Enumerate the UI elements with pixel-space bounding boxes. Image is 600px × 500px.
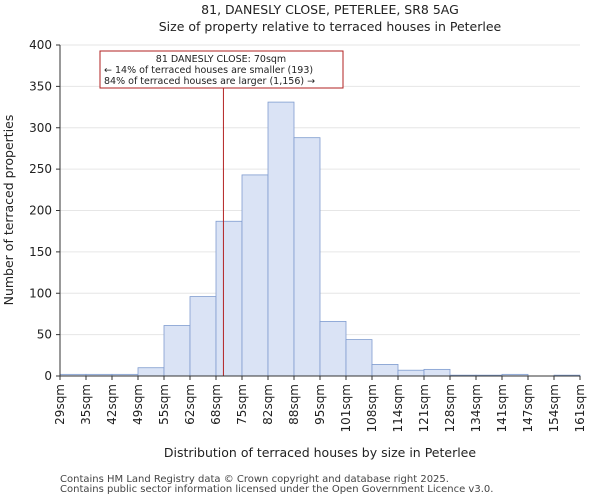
annotation-line-2: ← 14% of terraced houses are smaller (19… <box>104 65 313 76</box>
bar <box>319 320 347 377</box>
y-tick-label: 200 <box>29 204 52 218</box>
x-tick-label: 35sqm <box>79 384 93 425</box>
annotation-box <box>99 50 344 89</box>
x-tick-label: 75sqm <box>235 384 249 425</box>
bar <box>267 101 295 377</box>
x-tick-label: 101sqm <box>339 384 353 432</box>
y-tick-label: 50 <box>37 328 52 342</box>
x-axis-label: Distribution of terraced houses by size … <box>164 445 476 460</box>
bar <box>189 296 217 377</box>
bar <box>241 174 269 377</box>
bar <box>371 364 399 377</box>
y-tick-label: 250 <box>29 162 52 176</box>
bar <box>137 367 165 377</box>
x-axis-ticks: 29sqm 35sqm 42sqm 49sqm 55sqm 62sqm 68sqm 75sqm… <box>53 376 587 432</box>
x-tick-label: 88sqm <box>287 384 301 425</box>
y-tick-label: 100 <box>29 286 52 300</box>
x-tick-label: 114sqm <box>391 384 405 432</box>
x-tick-label: 108sqm <box>365 384 379 432</box>
y-axis-ticks: 0 50 100 150 200 250 300 350 400 <box>29 38 60 383</box>
y-tick-label: 300 <box>29 121 52 135</box>
x-tick-label: 128sqm <box>443 384 457 432</box>
bar <box>215 220 243 377</box>
x-tick-label: 62sqm <box>183 384 197 425</box>
bar <box>293 137 321 377</box>
x-tick-label: 154sqm <box>547 384 561 432</box>
x-tick-label: 161sqm <box>573 384 587 432</box>
x-tick-label: 134sqm <box>469 384 483 432</box>
x-tick-label: 121sqm <box>417 384 431 432</box>
bar <box>345 339 373 377</box>
x-tick-label: 29sqm <box>53 384 67 425</box>
bars-group <box>59 101 581 377</box>
bar <box>423 368 451 377</box>
y-tick-label: 0 <box>44 369 52 383</box>
chart-title: 81, DANESLY CLOSE, PETERLEE, SR8 5AG <box>201 2 459 17</box>
bar <box>163 325 191 377</box>
x-tick-label: 68sqm <box>209 384 223 425</box>
x-tick-label: 147sqm <box>521 384 535 432</box>
y-tick-label: 150 <box>29 245 52 259</box>
x-tick-label: 49sqm <box>131 384 145 425</box>
footer-licence: Contains public sector information licen… <box>60 484 494 495</box>
x-tick-label: 42sqm <box>105 384 119 425</box>
chart-subtitle: Size of property relative to terraced ho… <box>159 19 502 34</box>
y-tick-label: 350 <box>29 79 52 93</box>
x-tick-label: 55sqm <box>157 384 171 425</box>
x-tick-label: 82sqm <box>261 384 275 425</box>
x-tick-label: 95sqm <box>313 384 327 425</box>
y-tick-label: 400 <box>29 38 52 52</box>
x-tick-label: 141sqm <box>495 384 509 432</box>
y-axis-label: Number of terraced properties <box>1 115 16 306</box>
footer-copyright: Contains HM Land Registry data © Crown c… <box>60 474 449 485</box>
annotation-line-1: 81 DANESLY CLOSE: 70sqm <box>156 54 286 65</box>
bar <box>397 369 425 377</box>
annotation-line-3: 84% of terraced houses are larger (1,156… <box>104 76 315 87</box>
